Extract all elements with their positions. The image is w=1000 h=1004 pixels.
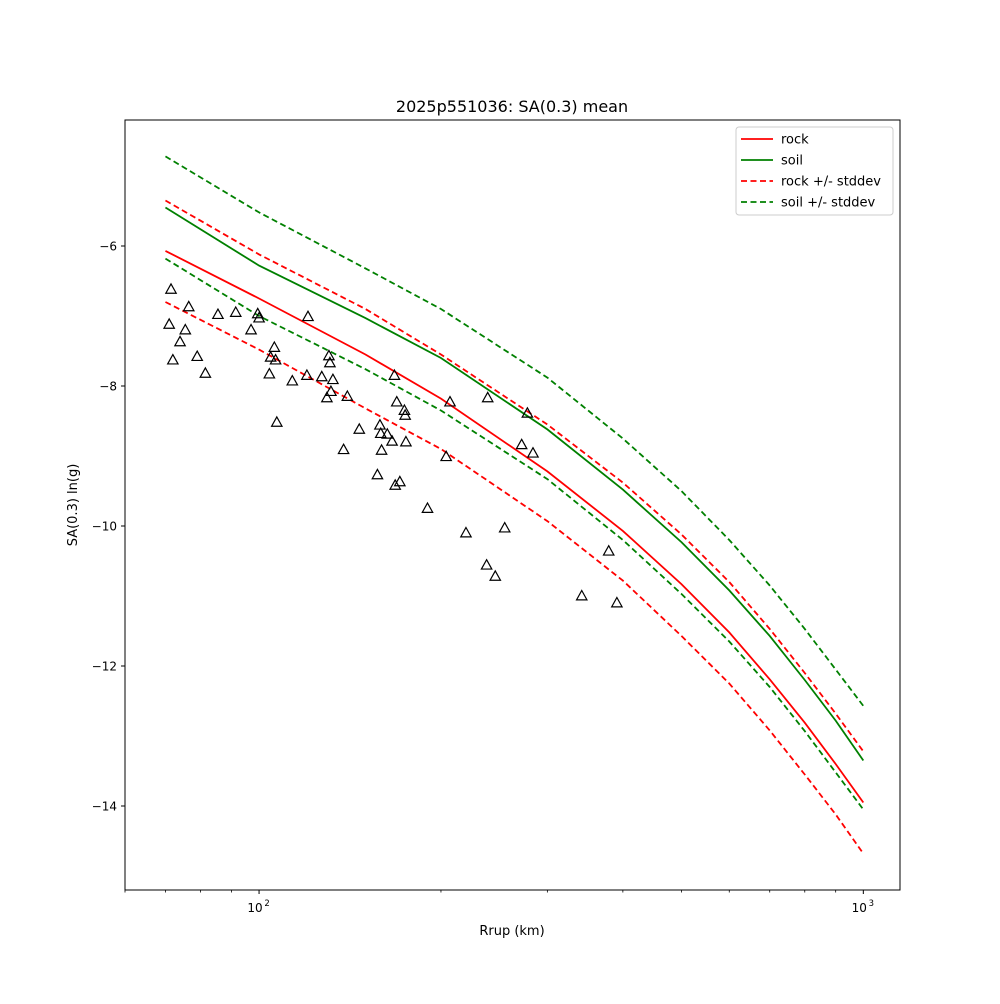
- observation-point: [459, 526, 473, 538]
- observation-point: [179, 323, 192, 335]
- observation-point: [390, 395, 403, 407]
- observation-point: [264, 350, 277, 362]
- observation-point: [398, 403, 411, 415]
- observation-point: [211, 307, 225, 320]
- y-tick-label: −10: [92, 520, 117, 534]
- series-line-soil: [164, 206, 865, 762]
- observation-point: [229, 305, 242, 317]
- observation-point: [341, 389, 354, 401]
- observation-point: [385, 434, 399, 446]
- legend-label-rock: rock: [781, 133, 809, 148]
- observation-point: [199, 366, 212, 378]
- observation-point: [320, 391, 334, 403]
- observation-point: [300, 368, 314, 380]
- observation-point: [602, 544, 615, 556]
- observation-point: [324, 384, 338, 397]
- legend-label-rock-stddev: rock +/- stddev: [781, 175, 881, 190]
- observation-point: [244, 323, 258, 335]
- observation-point: [375, 443, 388, 455]
- observation-point: [388, 478, 402, 490]
- stddev-line-soil-upper: [164, 155, 865, 707]
- observation-point: [270, 415, 284, 427]
- observation-point: [162, 317, 176, 329]
- observation-point: [480, 558, 493, 570]
- stddev-line-rock-lower: [165, 301, 865, 855]
- observation-point: [326, 372, 340, 385]
- observation-point: [515, 438, 528, 450]
- observation-point: [190, 349, 204, 362]
- observation-point: [268, 340, 281, 352]
- observation-point: [393, 475, 407, 487]
- observation-point: [353, 422, 366, 434]
- observation-point: [526, 446, 540, 458]
- y-axis-label: SA(0.3) ln(g): [66, 464, 81, 547]
- y-tick-label: −12: [92, 660, 117, 674]
- x-axis-label: Rrup (km): [479, 924, 544, 939]
- observation-point: [166, 353, 180, 365]
- observation-point: [381, 427, 394, 439]
- legend-frame: [735, 126, 894, 216]
- observation-point: [388, 368, 401, 380]
- observation-point: [173, 335, 187, 347]
- observation-point: [371, 468, 384, 480]
- observation-point: [439, 449, 453, 462]
- observation-point: [373, 418, 387, 430]
- y-tick-label: −8: [99, 380, 117, 394]
- observation-point: [399, 435, 413, 447]
- observation-point: [443, 395, 457, 407]
- observation-point: [481, 391, 494, 403]
- x-tick-label-exponent: 2: [264, 899, 269, 909]
- observation-point: [315, 370, 329, 382]
- stddev-line-rock-upper: [165, 199, 865, 752]
- legend-label-soil-stddev: soil +/- stddev: [781, 196, 876, 211]
- observation-point: [323, 356, 337, 368]
- legend: rock soil rock +/- stddev soil +/- stddev: [735, 126, 894, 216]
- observation-point: [374, 426, 387, 439]
- observation-point: [251, 307, 264, 319]
- legend-label-soil: soil: [781, 154, 803, 169]
- observation-point: [182, 300, 195, 312]
- x-tick-label-exponent: 3: [869, 899, 874, 909]
- observation-point: [269, 353, 282, 365]
- observation-point: [164, 282, 178, 294]
- x-tick-label: 10: [852, 901, 867, 915]
- observation-point: [337, 442, 350, 455]
- observation-point: [498, 521, 511, 533]
- plot-area-frame: [124, 119, 901, 891]
- x-tick-label: 10: [247, 901, 262, 915]
- observation-point: [575, 589, 588, 601]
- observation-point: [301, 309, 315, 322]
- series-line-rock: [165, 250, 865, 804]
- observation-point: [263, 367, 276, 379]
- observation-point: [398, 408, 412, 420]
- y-tick-label: −14: [92, 800, 117, 814]
- observation-point: [286, 374, 299, 386]
- observation-point: [421, 501, 434, 513]
- observation-point: [252, 311, 266, 323]
- observation-point: [489, 569, 502, 581]
- observation-point: [610, 596, 624, 608]
- stddev-line-soil-lower: [164, 257, 865, 811]
- y-tick-label: −6: [99, 240, 117, 254]
- chart-title: 2025p551036: SA(0.3) mean: [396, 97, 628, 116]
- observation-point: [521, 406, 534, 418]
